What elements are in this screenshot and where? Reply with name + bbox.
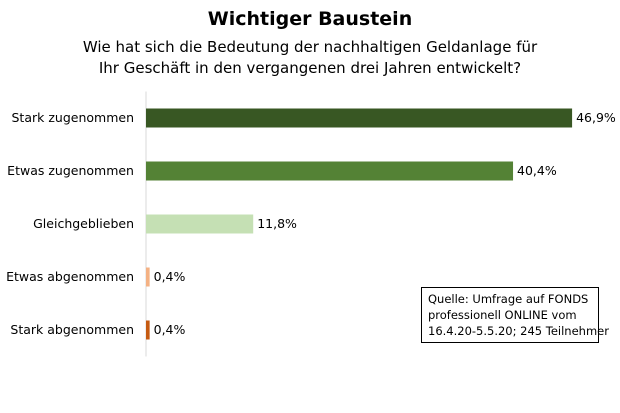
subtitle-line-1: Wie hat sich die Bedeutung der nachhalti… xyxy=(82,38,538,56)
bar xyxy=(146,161,514,181)
source-note: Quelle: Umfrage auf FONDS professionell … xyxy=(421,287,609,343)
value-label: 11,8% xyxy=(257,216,297,231)
subtitle-line-2: Ihr Geschäft in den vergangenen drei Jah… xyxy=(98,59,522,77)
category-label: Stark abgenommen xyxy=(10,322,134,337)
value-label: 40,4% xyxy=(517,163,557,178)
chart-subtitle: Wie hat sich die Bedeutung der nachhalti… xyxy=(0,37,620,79)
value-label: 46,9% xyxy=(576,110,616,125)
source-line-1: Quelle: Umfrage auf FONDS xyxy=(428,292,589,306)
category-label: Stark zugenommen xyxy=(12,110,135,125)
source-line-2: professionell ONLINE vom xyxy=(428,308,577,322)
value-label: 0,4% xyxy=(154,322,186,337)
bar xyxy=(146,320,150,340)
category-label: Etwas abgenommen xyxy=(6,269,134,284)
bar xyxy=(146,108,573,128)
category-label: Etwas zugenommen xyxy=(7,163,134,178)
bar xyxy=(146,214,254,234)
category-label: Gleichgeblieben xyxy=(33,216,134,231)
chart-title: Wichtiger Baustein xyxy=(207,8,413,30)
value-label: 0,4% xyxy=(154,269,186,284)
bar xyxy=(146,267,150,287)
source-line-3: 16.4.20-5.5.20; 245 Teilnehmer xyxy=(428,324,609,338)
